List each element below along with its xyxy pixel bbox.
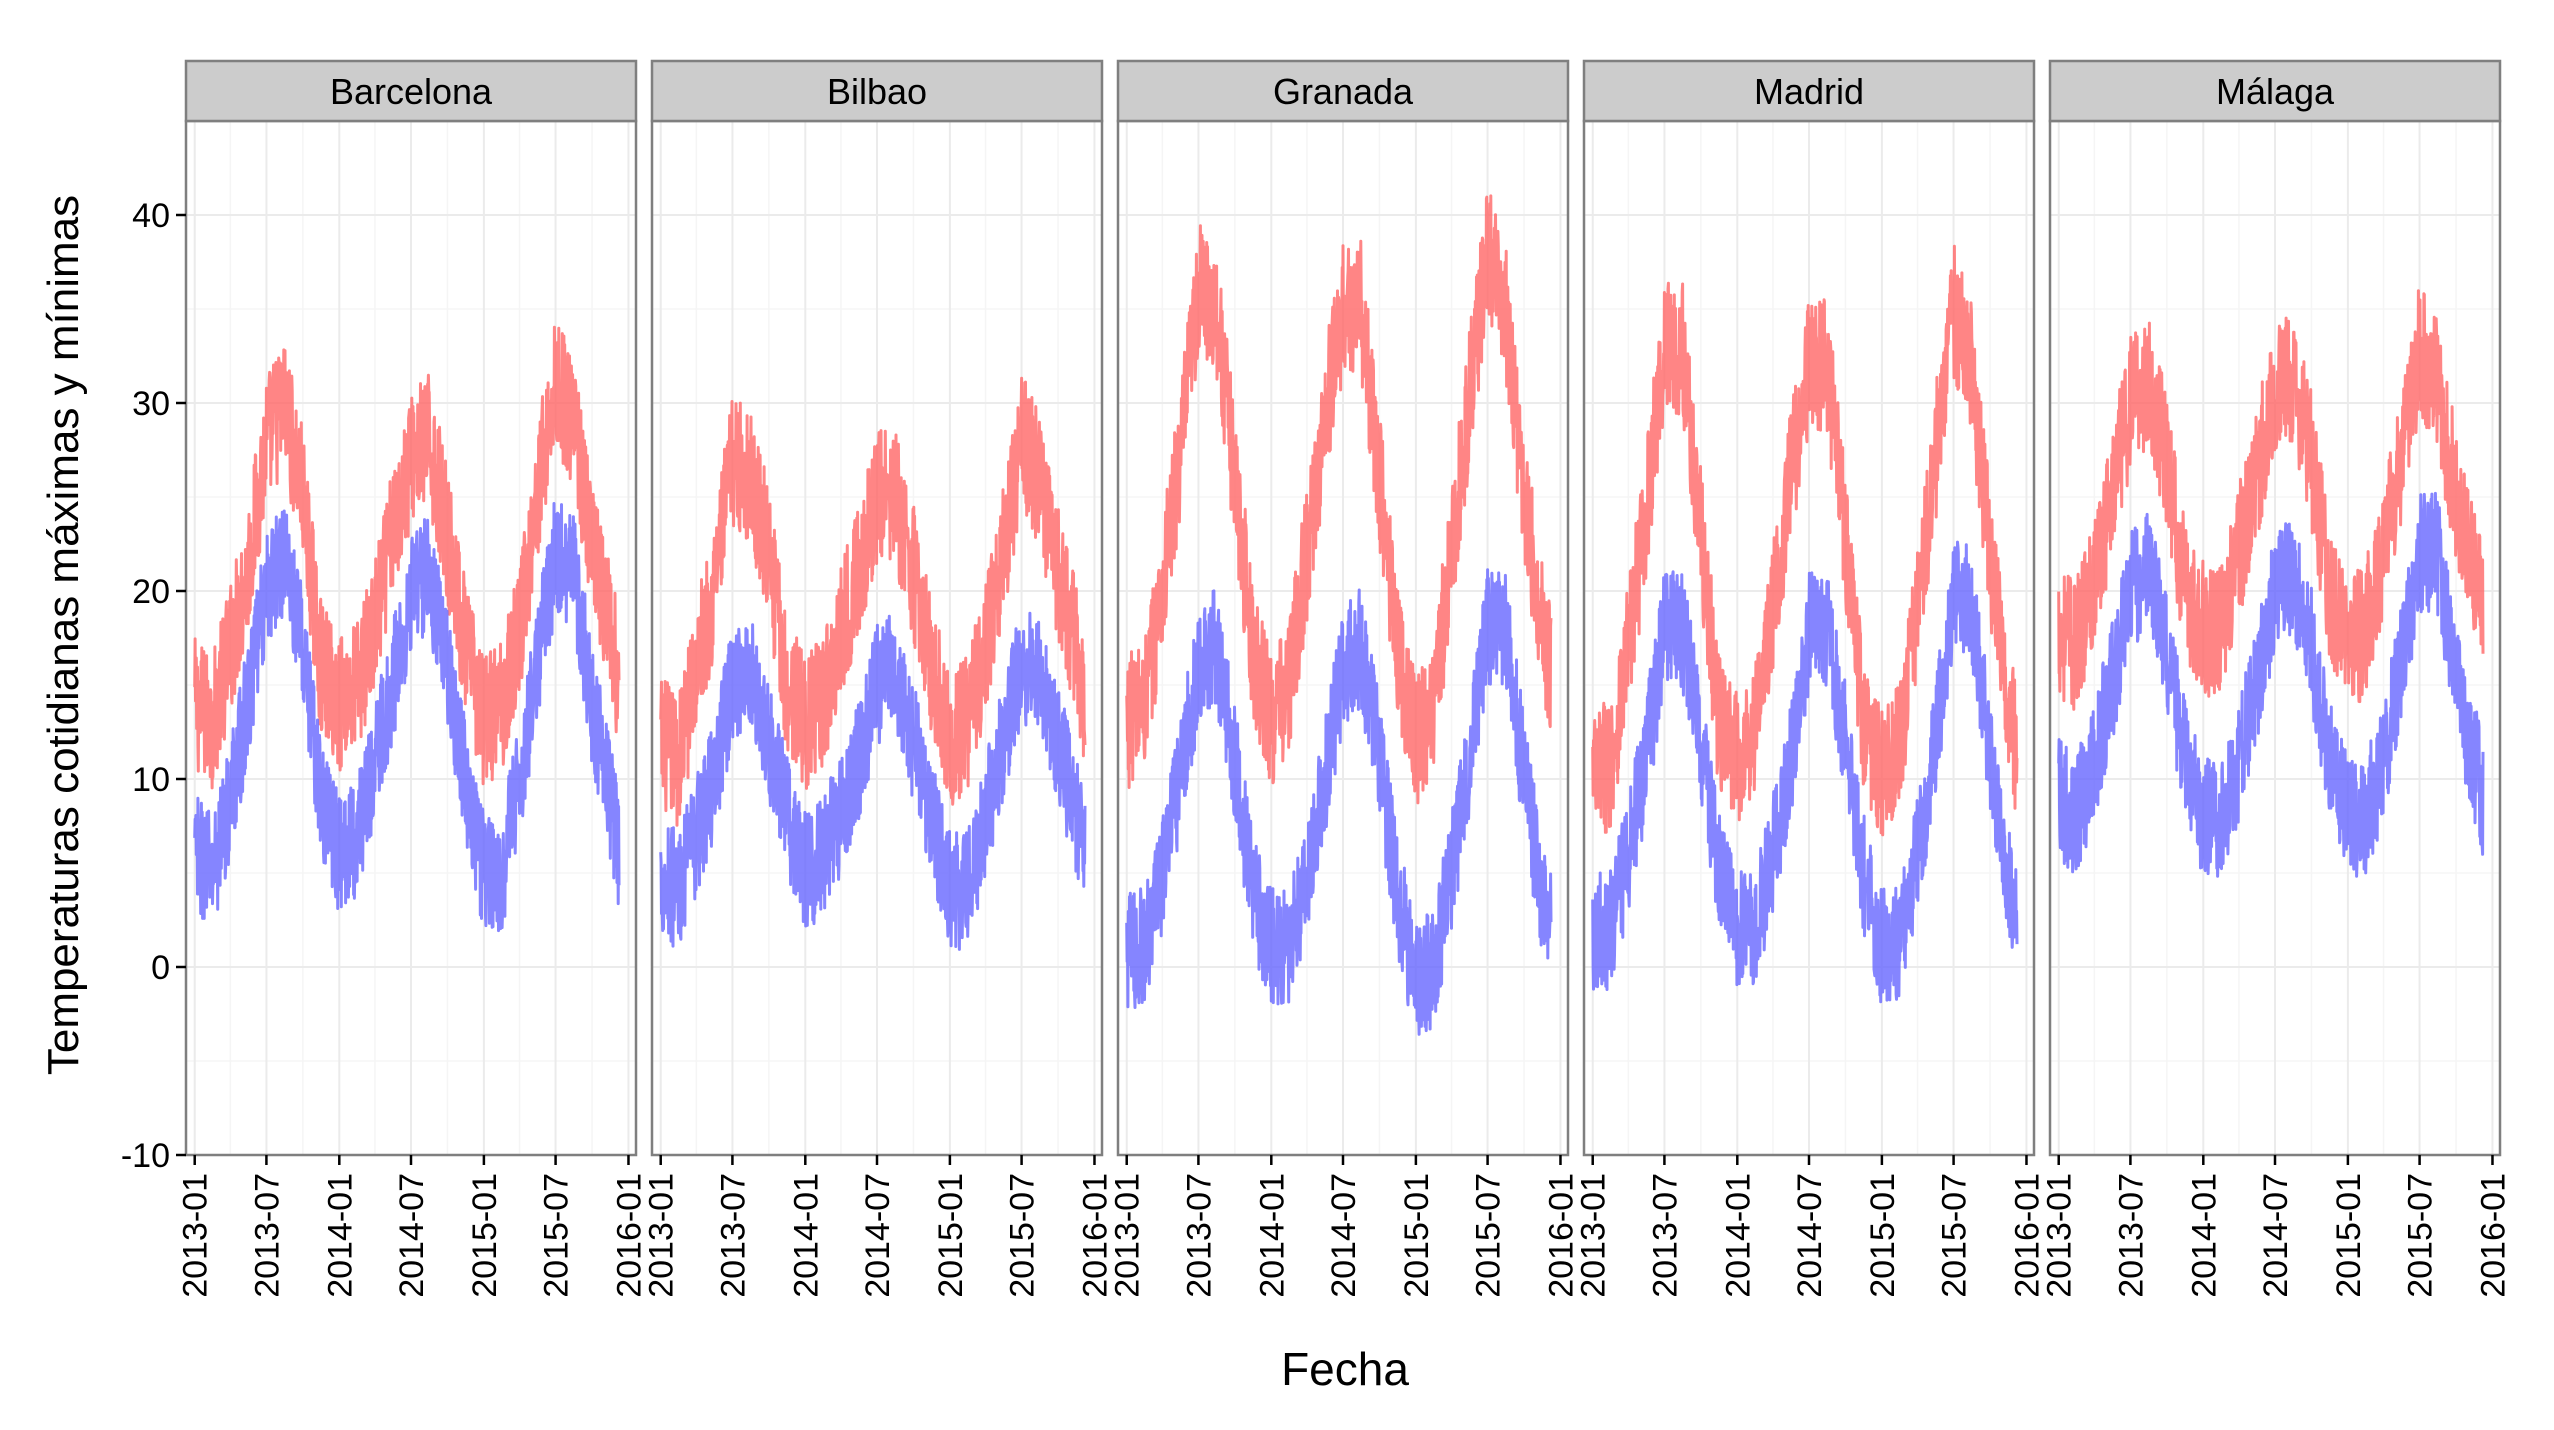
- x-axis-title: Fecha: [1281, 1343, 1409, 1395]
- x-tick-label: 2013-01: [1109, 1173, 1147, 1298]
- x-tick-label: 2013-07: [1180, 1173, 1218, 1298]
- panel-granada: Granada 2013-01 2013-07 2014-01 2014-07 2015-…: [1109, 59, 1581, 1298]
- x-tick-label: 2013-01: [643, 1173, 681, 1298]
- x-tick-label: 2015-01: [1398, 1173, 1436, 1298]
- x-tick-label: 2014-01: [1253, 1173, 1291, 1298]
- facet-strip: [1582, 59, 2036, 123]
- series-line-min: [659, 611, 1087, 951]
- y-axis: -10 0 10 20 30 40: [121, 197, 186, 1175]
- series-line-max: [1125, 194, 1553, 805]
- y-axis-title: Temperaturas cotidianas máximas y mínima…: [39, 195, 88, 1075]
- panel-madrid: Madrid 2013-01 2013-07 2014-01 2014-07 2015-0…: [1575, 59, 2047, 1298]
- y-tick-label: 10: [132, 761, 170, 799]
- x-tick-label: 2013-01: [177, 1173, 215, 1298]
- series-line-min: [2057, 491, 2485, 878]
- x-tick-label: 2014-07: [2257, 1173, 2295, 1298]
- y-tick-label: 30: [132, 385, 170, 423]
- series-line-max: [1591, 244, 2019, 837]
- x-tick-label: 2014-01: [1719, 1173, 1757, 1298]
- panels-layer: Barcelona 2013-01 2013-07 2014-01 2014-07 201…: [177, 59, 2513, 1298]
- x-tick-label: 2015-01: [466, 1173, 504, 1298]
- x-tick-label: 2016-01: [2009, 1173, 2047, 1298]
- x-tick-label: 2015-07: [1936, 1173, 1974, 1298]
- facet-strip-label: Málaga: [2216, 71, 2335, 112]
- x-tick-label: 2015-07: [2402, 1173, 2440, 1298]
- facet-strip-label: Madrid: [1754, 71, 1864, 112]
- facet-strip: [2048, 59, 2502, 123]
- x-tick-label: 2015-07: [1470, 1173, 1508, 1298]
- x-tick-label: 2013-07: [1646, 1173, 1684, 1298]
- y-tick-label: 0: [151, 949, 170, 987]
- x-tick-label: 2013-07: [714, 1173, 752, 1298]
- x-tick-label: 2015-01: [932, 1173, 970, 1298]
- facet-strip-label: Bilbao: [827, 71, 927, 112]
- series-line-min: [1125, 568, 1553, 1036]
- series-line-min: [1591, 540, 2019, 1004]
- x-tick-label: 2014-07: [393, 1173, 431, 1298]
- facet-strip: [650, 59, 1104, 123]
- x-tick-label: 2013-07: [2112, 1173, 2150, 1298]
- y-tick-label: -10: [121, 1137, 170, 1175]
- x-tick-label: 2014-01: [787, 1173, 825, 1298]
- x-tick-label: 2013-07: [248, 1173, 286, 1298]
- x-tick-label: 2015-01: [1864, 1173, 1902, 1298]
- facet-strip: [184, 59, 638, 123]
- x-tick-label: 2016-01: [2475, 1173, 2513, 1298]
- x-tick-label: 2016-01: [611, 1173, 649, 1298]
- facet-strip-label: Barcelona: [330, 71, 493, 112]
- x-tick-label: 2016-01: [1543, 1173, 1581, 1298]
- x-tick-label: 2015-07: [538, 1173, 576, 1298]
- x-tick-label: 2014-07: [1325, 1173, 1363, 1298]
- series-line-max: [659, 376, 1087, 827]
- x-tick-label: 2013-01: [1575, 1173, 1613, 1298]
- y-tick-label: 20: [132, 573, 170, 611]
- x-tick-label: 2014-07: [1791, 1173, 1829, 1298]
- x-tick-label: 2015-01: [2330, 1173, 2368, 1298]
- facet-strip-label: Granada: [1273, 71, 1414, 112]
- x-tick-label: 2013-01: [2041, 1173, 2079, 1298]
- y-tick-label: 40: [132, 197, 170, 235]
- series-line-min: [193, 502, 621, 933]
- panel-barcelona: Barcelona 2013-01 2013-07 2014-01 2014-07 201…: [177, 59, 649, 1298]
- x-tick-label: 2014-01: [2185, 1173, 2223, 1298]
- series-line-max: [193, 325, 621, 790]
- x-tick-label: 2015-07: [1004, 1173, 1042, 1298]
- panel-bilbao: Bilbao 2013-01 2013-07 2014-01 2014-07 2015-0…: [643, 59, 1115, 1298]
- panel-m-laga: Málaga 2013-01 2013-07 2014-01 2014-07 2015-0…: [2041, 59, 2513, 1298]
- x-tick-label: 2016-01: [1077, 1173, 1115, 1298]
- x-tick-label: 2014-07: [859, 1173, 897, 1298]
- facet-strip: [1116, 59, 1570, 123]
- series-line-max: [2057, 289, 2485, 711]
- x-tick-label: 2014-01: [321, 1173, 359, 1298]
